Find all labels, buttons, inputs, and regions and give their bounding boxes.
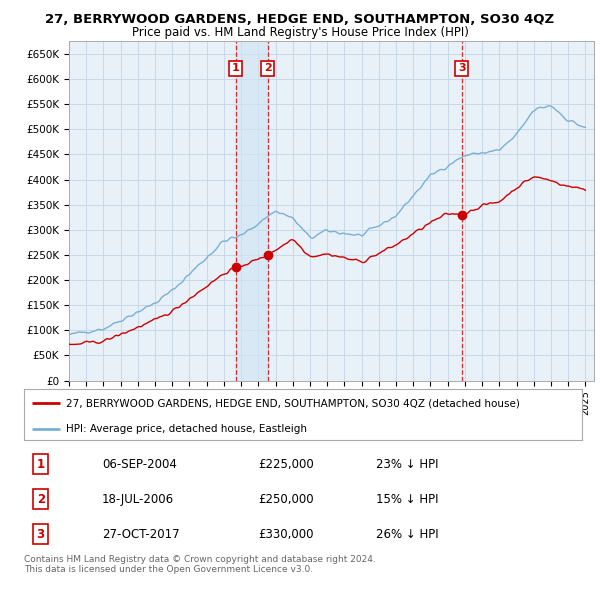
Text: 26% ↓ HPI: 26% ↓ HPI <box>376 527 438 540</box>
Text: £250,000: £250,000 <box>259 493 314 506</box>
Text: 23% ↓ HPI: 23% ↓ HPI <box>376 458 438 471</box>
Text: 2: 2 <box>264 64 272 73</box>
Text: HPI: Average price, detached house, Eastleigh: HPI: Average price, detached house, East… <box>66 424 307 434</box>
Text: 06-SEP-2004: 06-SEP-2004 <box>102 458 177 471</box>
Text: 1: 1 <box>37 458 45 471</box>
Text: 3: 3 <box>458 64 466 73</box>
Text: 2: 2 <box>37 493 45 506</box>
Text: £225,000: £225,000 <box>259 458 314 471</box>
Text: 1: 1 <box>232 64 239 73</box>
Text: 27, BERRYWOOD GARDENS, HEDGE END, SOUTHAMPTON, SO30 4QZ (detached house): 27, BERRYWOOD GARDENS, HEDGE END, SOUTHA… <box>66 398 520 408</box>
Text: 3: 3 <box>37 527 45 540</box>
Text: 27-OCT-2017: 27-OCT-2017 <box>102 527 180 540</box>
Text: Price paid vs. HM Land Registry's House Price Index (HPI): Price paid vs. HM Land Registry's House … <box>131 26 469 39</box>
Text: 27, BERRYWOOD GARDENS, HEDGE END, SOUTHAMPTON, SO30 4QZ: 27, BERRYWOOD GARDENS, HEDGE END, SOUTHA… <box>46 13 554 26</box>
Text: 15% ↓ HPI: 15% ↓ HPI <box>376 493 438 506</box>
Text: Contains HM Land Registry data © Crown copyright and database right 2024.
This d: Contains HM Land Registry data © Crown c… <box>24 555 376 574</box>
Text: 18-JUL-2006: 18-JUL-2006 <box>102 493 174 506</box>
Text: £330,000: £330,000 <box>259 527 314 540</box>
Bar <box>236 41 268 381</box>
